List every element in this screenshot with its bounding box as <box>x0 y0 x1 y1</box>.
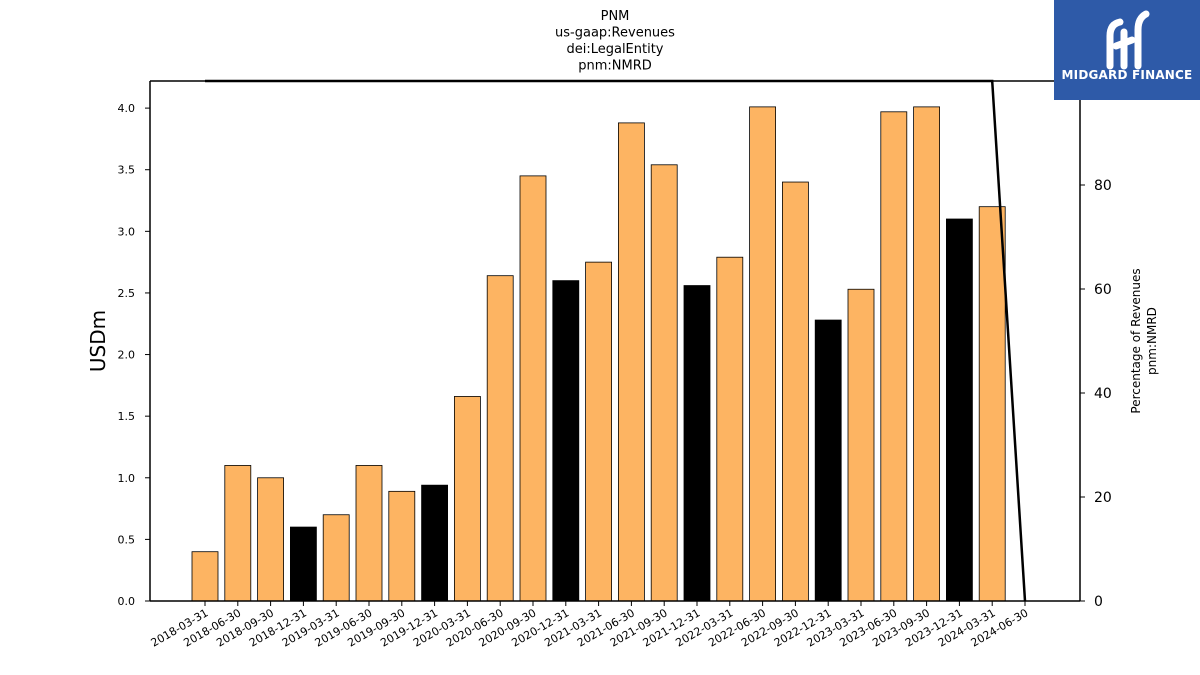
bar <box>683 285 711 602</box>
bar <box>618 122 645 602</box>
bar <box>388 490 416 602</box>
bar <box>421 484 449 602</box>
title-line: dei:LegalEntity <box>566 42 663 57</box>
y-right-axis-label: Percentage of Revenues <box>1129 268 1143 413</box>
axis-labels: USDm Percentage of Revenues pnm:NMRD <box>86 268 1159 413</box>
bar <box>486 275 514 602</box>
y-right-axis-label: pnm:NMRD <box>1145 307 1159 375</box>
bar <box>453 396 481 602</box>
bar <box>552 280 580 602</box>
title-line: us-gaap:Revenues <box>555 26 675 41</box>
bar <box>749 106 776 602</box>
logo-mark-icon <box>1054 0 1200 100</box>
bar <box>978 206 1006 602</box>
y-axis-label: USDm <box>86 310 110 372</box>
y-right-tick-label: 40 <box>1094 386 1112 402</box>
y-axis-right: 0 20 40 60 80 <box>1080 178 1112 610</box>
x-axis: 2018-03-312018-06-302018-09-302018-12-31… <box>149 601 1031 650</box>
y-tick-label: 4.0 <box>118 102 136 115</box>
bar <box>880 111 908 602</box>
y-tick-label: 0.5 <box>118 533 136 546</box>
bar <box>847 288 875 602</box>
bar <box>650 164 678 602</box>
bar <box>946 218 973 602</box>
bar <box>289 526 317 602</box>
y-right-tick-label: 0 <box>1094 594 1103 610</box>
y-tick-label: 1.5 <box>118 410 136 423</box>
y-right-tick-label: 20 <box>1094 490 1112 506</box>
y-tick-label: 3.5 <box>118 164 136 177</box>
bar <box>585 261 612 602</box>
y-tick-label: 1.0 <box>118 472 136 485</box>
logo: MIDGARD FINANCE <box>1054 0 1200 100</box>
bar <box>519 175 547 602</box>
y-tick-label: 3.0 <box>118 225 136 238</box>
y-tick-label: 0.0 <box>118 595 136 608</box>
y-axis-left: 0.0 0.5 1.0 1.5 2.0 2.5 3.0 3.5 4.0 <box>118 102 150 608</box>
y-right-tick-label: 60 <box>1094 282 1112 298</box>
y-tick-label: 2.5 <box>118 287 136 300</box>
bar <box>782 181 809 602</box>
bar <box>257 477 285 602</box>
bar <box>716 256 744 602</box>
bar <box>355 465 383 602</box>
title-line: pnm:NMRD <box>578 59 652 74</box>
title-line: PNM <box>601 9 630 24</box>
logo-text: MIDGARD FINANCE <box>1061 68 1193 82</box>
axes <box>149 80 1081 602</box>
bar <box>913 106 940 602</box>
bar <box>191 551 219 602</box>
bar <box>322 514 350 602</box>
bar <box>814 319 842 602</box>
y-right-tick-label: 80 <box>1094 178 1112 194</box>
y-tick-label: 2.0 <box>118 349 136 362</box>
bars <box>191 106 1006 602</box>
bar <box>224 465 252 602</box>
